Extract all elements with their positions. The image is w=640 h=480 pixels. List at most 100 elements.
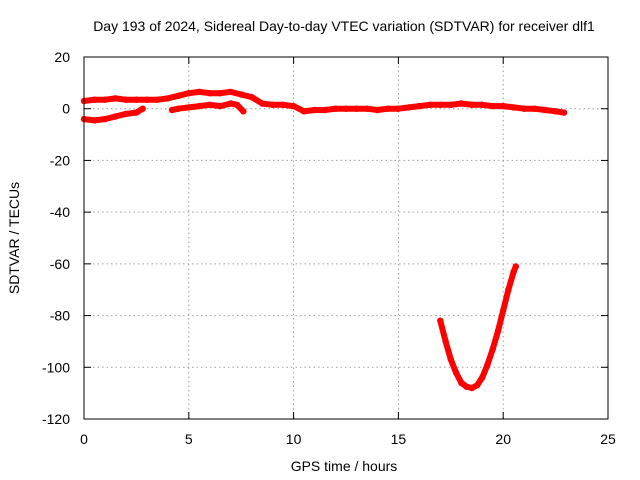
data-point bbox=[311, 106, 318, 114]
data-point bbox=[479, 101, 486, 109]
data-point bbox=[269, 101, 276, 109]
data-point bbox=[196, 88, 203, 96]
data-point bbox=[479, 374, 486, 381]
data-point bbox=[437, 101, 444, 109]
data-point bbox=[185, 104, 192, 111]
data-point bbox=[300, 108, 308, 115]
x-tick-label: 5 bbox=[185, 431, 193, 447]
data-point bbox=[505, 286, 512, 293]
data-point bbox=[217, 90, 224, 97]
data-point bbox=[395, 105, 402, 112]
data-point bbox=[473, 382, 481, 389]
data-point bbox=[164, 95, 171, 102]
data-point bbox=[494, 327, 502, 335]
data-point bbox=[206, 90, 213, 97]
data-point bbox=[426, 101, 433, 109]
y-tick-label: -80 bbox=[50, 308, 70, 324]
x-tick-label: 0 bbox=[80, 431, 88, 447]
y-tick-label: 0 bbox=[62, 101, 70, 117]
data-point bbox=[238, 91, 245, 98]
data-point bbox=[233, 101, 241, 109]
data-point bbox=[133, 96, 140, 103]
y-tick-label: -100 bbox=[42, 359, 70, 375]
y-tick-label: 20 bbox=[54, 49, 70, 65]
data-point bbox=[489, 346, 496, 353]
data-point bbox=[458, 379, 465, 386]
data-point bbox=[384, 105, 392, 112]
data-series bbox=[80, 88, 568, 392]
data-point bbox=[321, 106, 329, 114]
data-point bbox=[500, 307, 507, 314]
data-point bbox=[332, 105, 339, 112]
data-point bbox=[442, 338, 449, 345]
data-point bbox=[342, 105, 350, 112]
x-tick-label: 10 bbox=[286, 431, 302, 447]
data-point bbox=[458, 100, 465, 107]
series-line-track-d bbox=[437, 263, 519, 391]
data-point bbox=[227, 88, 234, 96]
data-point bbox=[560, 109, 568, 116]
data-point bbox=[122, 96, 130, 103]
data-point bbox=[240, 108, 247, 115]
data-point bbox=[353, 105, 360, 112]
plot-frame bbox=[83, 56, 609, 420]
data-point bbox=[101, 115, 109, 123]
data-point bbox=[248, 93, 255, 101]
y-tick-label: -20 bbox=[50, 152, 70, 168]
data-point bbox=[521, 105, 528, 112]
data-point bbox=[143, 96, 151, 103]
data-point bbox=[510, 268, 517, 275]
data-point bbox=[452, 369, 460, 376]
data-point bbox=[484, 361, 491, 368]
data-point bbox=[531, 105, 538, 112]
x-tick-label: 15 bbox=[391, 431, 407, 447]
data-point bbox=[154, 96, 161, 103]
data-point bbox=[541, 106, 549, 114]
data-point bbox=[139, 105, 146, 112]
data-point bbox=[112, 95, 119, 102]
data-point bbox=[259, 100, 266, 107]
data-point bbox=[416, 102, 423, 110]
data-point bbox=[196, 102, 203, 110]
y-tick-label: -60 bbox=[50, 256, 70, 272]
data-point bbox=[405, 104, 413, 111]
data-point bbox=[91, 117, 98, 124]
data-point bbox=[489, 102, 496, 110]
chart-title: Day 193 of 2024, Sidereal Day-to-day VTE… bbox=[93, 18, 595, 34]
data-point bbox=[500, 102, 507, 110]
data-point bbox=[374, 106, 381, 114]
y-axis-label: SDTVAR / TECUs bbox=[6, 182, 22, 294]
data-point bbox=[510, 104, 517, 111]
data-point bbox=[122, 110, 130, 118]
data-point bbox=[175, 105, 182, 112]
y-tick-labels: 20 0 -20 -40 -60 -80 -100 -120 bbox=[42, 49, 70, 427]
data-point bbox=[468, 101, 475, 109]
y-tick-label: -40 bbox=[50, 204, 70, 220]
data-point bbox=[168, 106, 176, 114]
data-point bbox=[175, 92, 182, 100]
data-point bbox=[447, 101, 454, 109]
y-tick-label: -120 bbox=[42, 411, 70, 427]
data-point bbox=[101, 96, 109, 103]
x-axis-label: GPS time / hours bbox=[291, 458, 398, 474]
data-point bbox=[447, 356, 454, 363]
data-point bbox=[279, 101, 287, 109]
data-point bbox=[206, 101, 213, 109]
data-point bbox=[133, 109, 140, 116]
data-point bbox=[185, 90, 192, 97]
data-point bbox=[468, 384, 475, 392]
x-tick-label: 25 bbox=[600, 431, 616, 447]
data-point bbox=[217, 102, 224, 110]
data-point bbox=[91, 96, 98, 103]
x-tick-labels: 0 5 10 15 20 25 bbox=[80, 431, 616, 447]
data-point bbox=[552, 108, 559, 115]
data-point bbox=[463, 383, 470, 390]
x-tick-label: 20 bbox=[495, 431, 511, 447]
data-point bbox=[363, 105, 371, 112]
data-point bbox=[290, 102, 297, 110]
data-point bbox=[112, 113, 119, 120]
data-point bbox=[437, 317, 444, 324]
data-point bbox=[227, 100, 234, 107]
data-point bbox=[512, 263, 519, 270]
